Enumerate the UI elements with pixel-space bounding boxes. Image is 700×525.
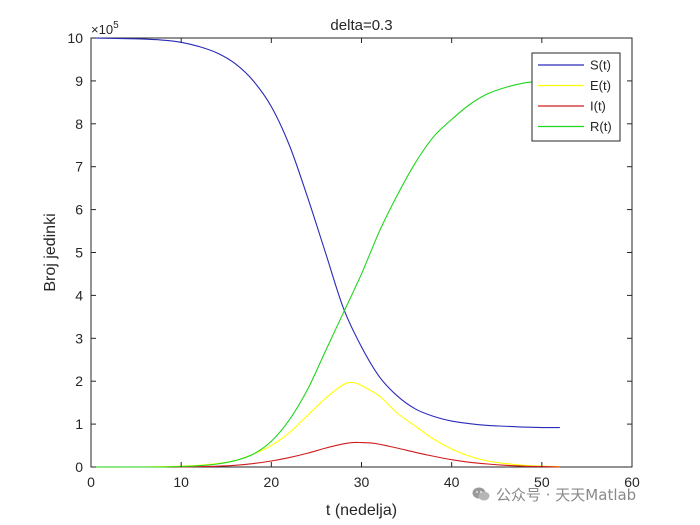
y-tick-label: 9 [75, 73, 83, 89]
y-exponent-text: ×105 [91, 20, 119, 37]
series-line-it [90, 441, 560, 468]
chart-title: delta=0.3 [330, 17, 392, 34]
legend-label: S(t) [590, 58, 611, 73]
series-line-rt [90, 79, 560, 468]
x-tick-label: 60 [624, 474, 640, 490]
x-tick-label: 50 [534, 474, 550, 490]
watermark-text: 公众号 · 天天Matlab [496, 486, 637, 504]
legend-label: I(t) [590, 99, 606, 114]
x-axis-title: t (nedelja) [326, 502, 397, 519]
x-tick-label: 30 [354, 474, 370, 490]
y-tick-label: 3 [75, 330, 83, 346]
x-tick-label: 20 [264, 474, 280, 490]
y-tick-label: 8 [75, 116, 83, 132]
legend: S(t) E(t) I(t) R(t) [531, 52, 621, 142]
y-tick-label: 4 [75, 287, 83, 303]
series-layer [90, 37, 560, 468]
x-tick-label: 0 [87, 474, 95, 490]
legend-label: E(t) [590, 78, 611, 93]
y-tick-label: 1 [75, 416, 83, 432]
legend-label: R(t) [590, 119, 612, 134]
x-tick-label: 10 [173, 474, 189, 490]
watermark: 公众号 · 天天Matlab [472, 484, 636, 505]
y-axis-title: Broj jedinki [42, 213, 59, 291]
ticks-layer: 0 10 20 30 40 50 60 0 1 2 3 4 5 6 7 8 9 10 [67, 30, 640, 490]
wechat-icon [472, 487, 490, 502]
x-tick-label: 40 [444, 474, 460, 490]
y-tick-label: 10 [67, 30, 83, 46]
series-line-st [90, 37, 560, 429]
y-tick-label: 6 [75, 202, 83, 218]
y-tick-label: 2 [75, 373, 83, 389]
y-tick-label: 0 [75, 459, 83, 475]
y-exponent-label: ×105 [91, 20, 119, 37]
y-tick-label: 5 [75, 245, 83, 261]
y-tick-label: 7 [75, 159, 83, 175]
